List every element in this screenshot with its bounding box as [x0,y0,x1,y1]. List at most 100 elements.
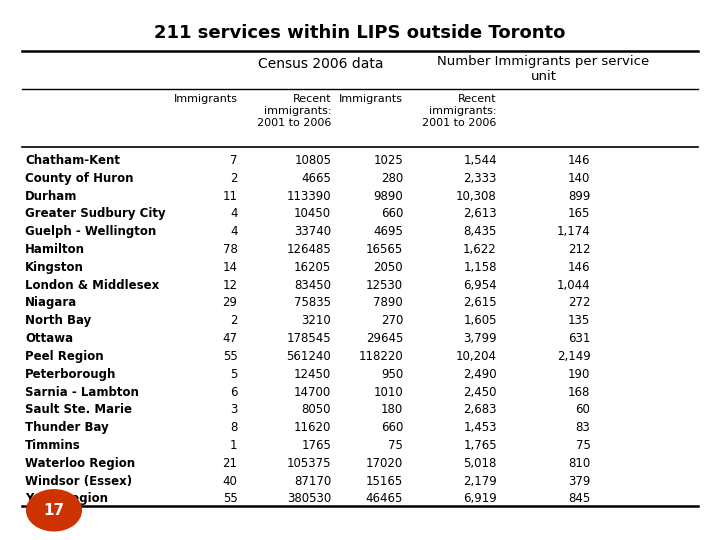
Text: 3210: 3210 [302,314,331,327]
Text: 1025: 1025 [374,154,403,167]
Text: 33740: 33740 [294,225,331,238]
Text: 810: 810 [568,457,590,470]
Text: 561240: 561240 [287,350,331,363]
Text: 1,044: 1,044 [557,279,590,292]
Text: 178545: 178545 [287,332,331,345]
Text: 7: 7 [230,154,238,167]
Text: 4665: 4665 [302,172,331,185]
Text: 1,174: 1,174 [557,225,590,238]
Text: 11: 11 [222,190,238,202]
Text: 6,954: 6,954 [463,279,497,292]
Text: 2050: 2050 [374,261,403,274]
Text: Recent
immigrants:
2001 to 2006: Recent immigrants: 2001 to 2006 [257,94,331,127]
Text: 1,765: 1,765 [463,439,497,452]
Text: Thunder Bay: Thunder Bay [25,421,109,434]
Text: Number Immigrants per service
unit: Number Immigrants per service unit [438,55,649,83]
Text: 15165: 15165 [366,475,403,488]
Text: 46465: 46465 [366,492,403,505]
Text: 60: 60 [575,403,590,416]
Text: 75835: 75835 [294,296,331,309]
Text: 899: 899 [568,190,590,202]
Text: 8050: 8050 [302,403,331,416]
Text: 10450: 10450 [294,207,331,220]
Text: Guelph - Wellington: Guelph - Wellington [25,225,156,238]
Text: 29645: 29645 [366,332,403,345]
Text: 3,799: 3,799 [463,332,497,345]
Text: 5,018: 5,018 [464,457,497,470]
Text: 4: 4 [230,225,238,238]
Text: Peel Region: Peel Region [25,350,104,363]
Text: Immigrants: Immigrants [339,94,403,105]
Text: Sarnia - Lambton: Sarnia - Lambton [25,386,139,399]
Text: 14700: 14700 [294,386,331,399]
Text: 165: 165 [568,207,590,220]
Text: 140: 140 [568,172,590,185]
Text: 9890: 9890 [374,190,403,202]
Text: 180: 180 [381,403,403,416]
Text: 47: 47 [222,332,238,345]
Text: 6,919: 6,919 [463,492,497,505]
Text: 75: 75 [575,439,590,452]
Text: 14: 14 [222,261,238,274]
Text: 29: 29 [222,296,238,309]
Text: Sault Ste. Marie: Sault Ste. Marie [25,403,132,416]
Text: 118220: 118220 [359,350,403,363]
Text: 380530: 380530 [287,492,331,505]
Text: 7890: 7890 [374,296,403,309]
Text: County of Huron: County of Huron [25,172,134,185]
Text: 75: 75 [388,439,403,452]
Text: 168: 168 [568,386,590,399]
Text: 16565: 16565 [366,243,403,256]
Text: 113390: 113390 [287,190,331,202]
Text: 660: 660 [381,207,403,220]
Text: 2,615: 2,615 [463,296,497,309]
Text: Greater Sudbury City: Greater Sudbury City [25,207,166,220]
Text: 17: 17 [43,503,65,518]
Text: 5: 5 [230,368,238,381]
Text: 1,605: 1,605 [463,314,497,327]
Text: 10,204: 10,204 [456,350,497,363]
Text: 1765: 1765 [302,439,331,452]
Text: 379: 379 [568,475,590,488]
Text: 190: 190 [568,368,590,381]
Text: 211 services within LIPS outside Toronto: 211 services within LIPS outside Toronto [154,24,566,42]
Text: 950: 950 [381,368,403,381]
Text: 280: 280 [381,172,403,185]
Text: 78: 78 [222,243,238,256]
Text: 8: 8 [230,421,238,434]
Text: 135: 135 [568,314,590,327]
Text: North Bay: North Bay [25,314,91,327]
Text: Ottawa: Ottawa [25,332,73,345]
Text: 55: 55 [223,350,238,363]
Text: 2,179: 2,179 [463,475,497,488]
Text: 2,149: 2,149 [557,350,590,363]
Text: 12530: 12530 [366,279,403,292]
Text: 1,453: 1,453 [463,421,497,434]
Text: 21: 21 [222,457,238,470]
Text: 270: 270 [381,314,403,327]
Text: 2: 2 [230,172,238,185]
Text: 2,613: 2,613 [463,207,497,220]
Text: 3: 3 [230,403,238,416]
Text: London & Middlesex: London & Middlesex [25,279,159,292]
Text: 10,308: 10,308 [456,190,497,202]
Text: Windsor (Essex): Windsor (Essex) [25,475,132,488]
Text: 1,158: 1,158 [463,261,497,274]
Text: 1,544: 1,544 [463,154,497,167]
Text: Waterloo Region: Waterloo Region [25,457,135,470]
Text: 845: 845 [568,492,590,505]
Text: 2: 2 [230,314,238,327]
Text: 105375: 105375 [287,457,331,470]
Text: 12450: 12450 [294,368,331,381]
Text: 2,683: 2,683 [463,403,497,416]
Text: 12: 12 [222,279,238,292]
Text: 17020: 17020 [366,457,403,470]
Text: Chatham-Kent: Chatham-Kent [25,154,120,167]
Circle shape [27,490,81,531]
Text: 4: 4 [230,207,238,220]
Text: 146: 146 [568,154,590,167]
Text: 10805: 10805 [294,154,331,167]
Text: Durham: Durham [25,190,78,202]
Text: 4695: 4695 [374,225,403,238]
Text: 1,622: 1,622 [463,243,497,256]
